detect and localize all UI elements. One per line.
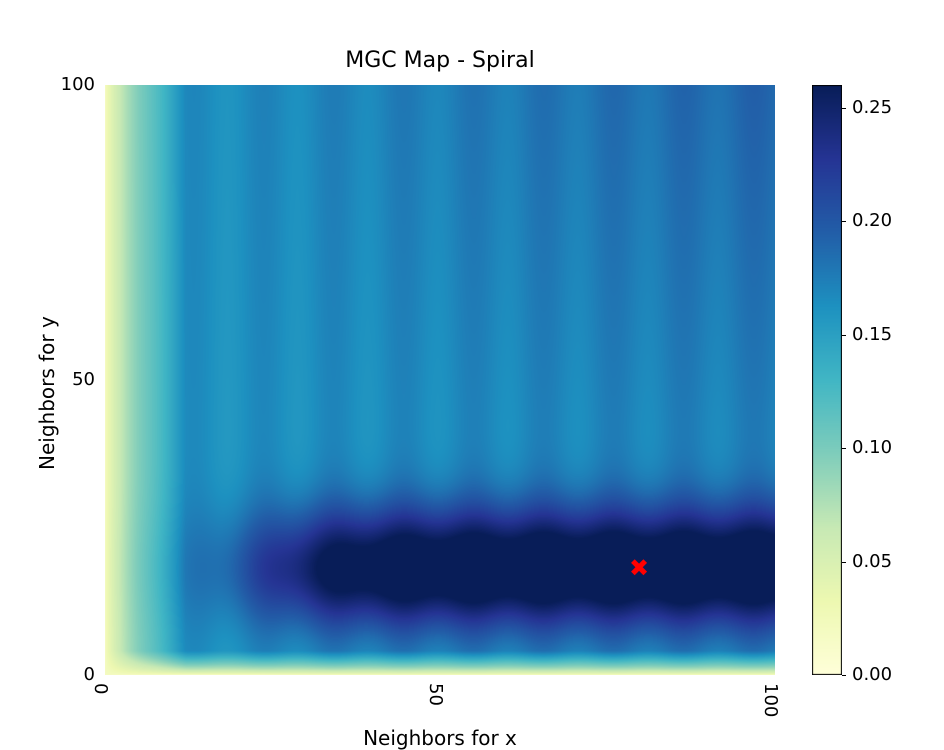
chart-title: MGC Map - Spiral [105, 48, 775, 73]
y-axis-label: Neighbors for y [35, 316, 59, 470]
xtick-0: 0 [90, 683, 111, 694]
colorbar-tick-line [842, 675, 846, 676]
figure: MGC Map - Spiral ✖ 0 50 100 0 50 100 Nei… [0, 0, 944, 750]
xtick-50: 50 [425, 683, 446, 706]
colorbar-tick-label: 0.05 [852, 551, 892, 572]
colorbar-tick-line [842, 448, 846, 449]
heatmap-canvas [105, 85, 775, 675]
colorbar-tick-label: 0.00 [852, 664, 892, 685]
colorbar-tick-label: 0.15 [852, 324, 892, 345]
colorbar-canvas [812, 85, 842, 675]
colorbar [812, 85, 842, 675]
ytick-50: 50 [55, 369, 95, 390]
colorbar-tick-line [842, 221, 846, 222]
ytick-0: 0 [55, 664, 95, 685]
x-axis-label: Neighbors for x [105, 726, 775, 750]
colorbar-tick-line [842, 335, 846, 336]
colorbar-tick-line [842, 562, 846, 563]
colorbar-tick-label: 0.25 [852, 97, 892, 118]
colorbar-tick-label: 0.10 [852, 437, 892, 458]
colorbar-tick-label: 0.20 [852, 210, 892, 231]
heatmap-plot-area: ✖ [105, 85, 775, 675]
ytick-100: 100 [55, 74, 95, 95]
colorbar-tick-line [842, 108, 846, 109]
xtick-100: 100 [760, 683, 781, 717]
